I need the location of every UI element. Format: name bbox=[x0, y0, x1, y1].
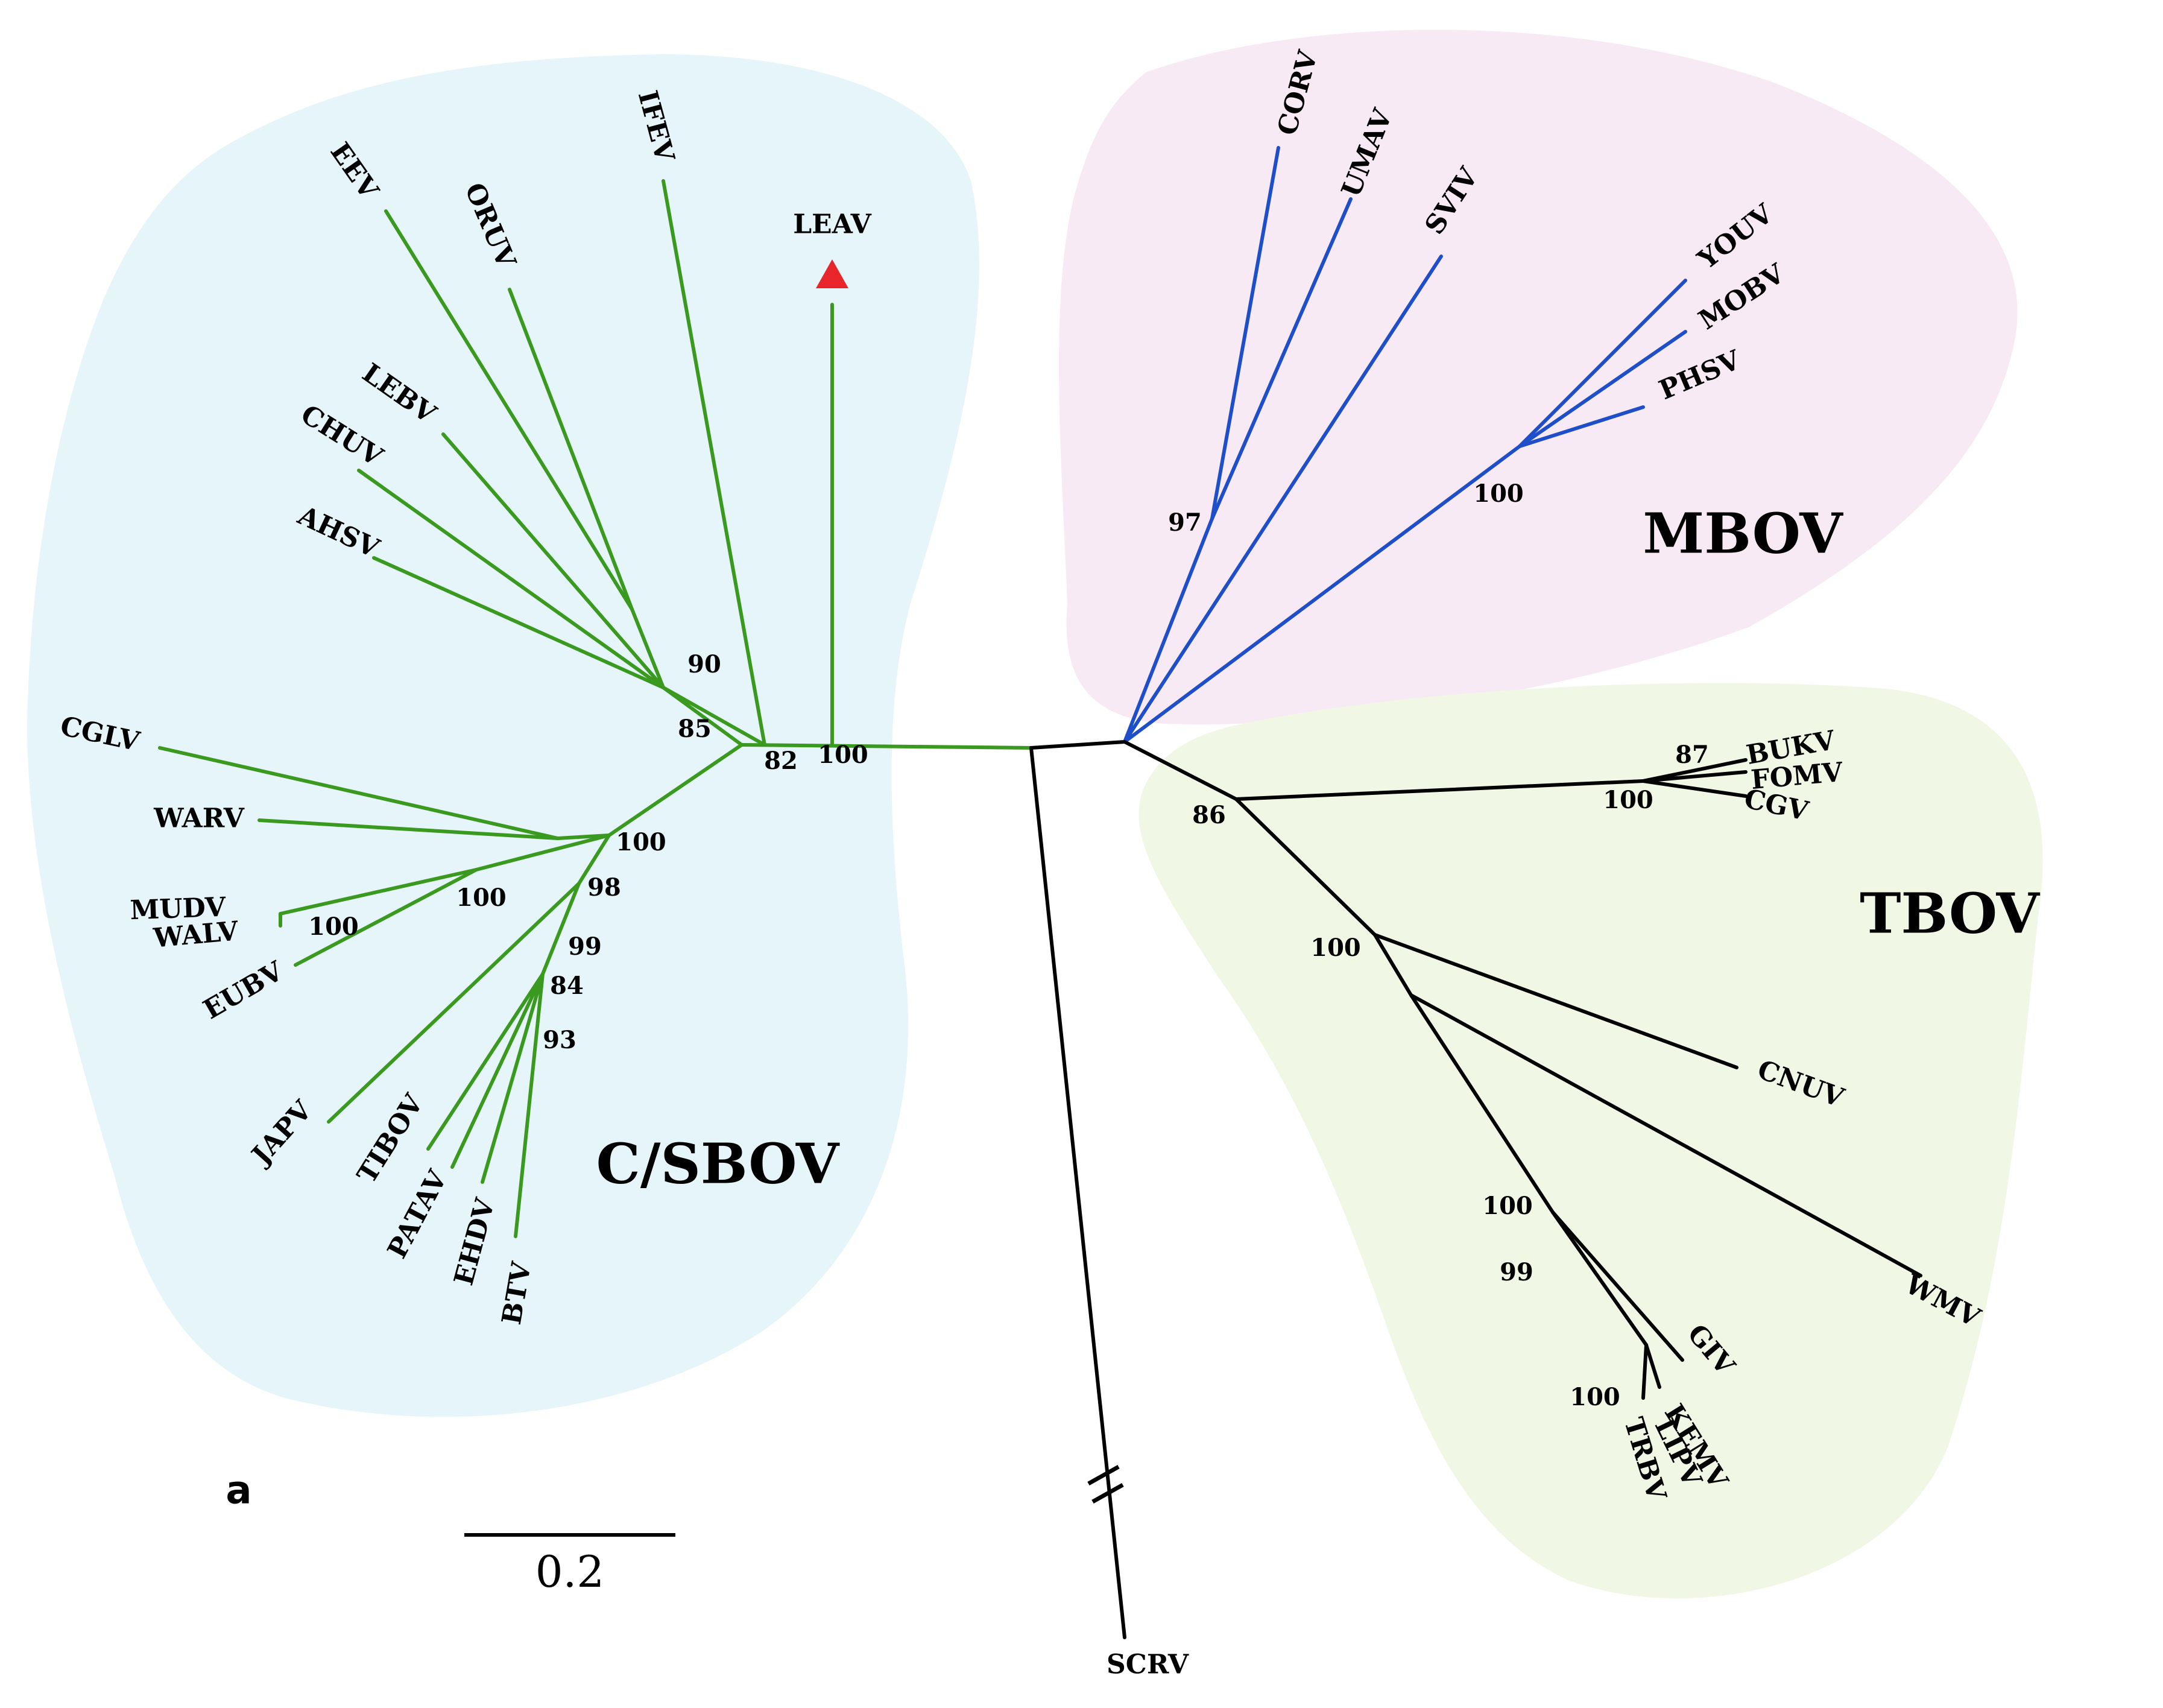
csbov-branch bbox=[372, 556, 665, 689]
tbov-branch bbox=[1551, 1210, 1648, 1347]
csbov-branch bbox=[541, 882, 581, 976]
mbov-branch bbox=[1518, 330, 1687, 448]
bootstrap-value: 100 bbox=[616, 828, 666, 856]
csbov-branch bbox=[475, 833, 611, 871]
csbov-branch bbox=[662, 179, 766, 747]
csbov-branch bbox=[662, 686, 766, 747]
csbov-branch bbox=[357, 469, 665, 689]
tbov-branch bbox=[1234, 797, 1377, 937]
branch-break-icon bbox=[1087, 1464, 1120, 1486]
bootstrap-value: 98 bbox=[587, 873, 621, 902]
tbov-branch bbox=[1409, 993, 1922, 1277]
taxon-label: WALV bbox=[151, 916, 239, 954]
bootstrap-value: 86 bbox=[1192, 801, 1226, 829]
taxon-label: WARV bbox=[153, 803, 245, 834]
csbov-branch bbox=[294, 868, 478, 967]
mbov-branch bbox=[1210, 146, 1280, 520]
csbov-branch bbox=[384, 209, 634, 611]
tbov-branch bbox=[1641, 1343, 1648, 1400]
tbov-branch bbox=[1234, 779, 1645, 801]
group-label-csbov: C/SBOV bbox=[596, 1131, 840, 1197]
tbov-branch bbox=[1373, 933, 1738, 1069]
csbov-branch bbox=[577, 833, 611, 885]
csbov-branch bbox=[508, 288, 634, 611]
tbov-region bbox=[1138, 683, 2043, 1599]
mbov-branch bbox=[1210, 197, 1353, 520]
csbov-branch bbox=[158, 746, 560, 840]
group-label-tbov: TBOV bbox=[1860, 881, 2040, 946]
taxon-label: MUDV bbox=[130, 892, 227, 926]
csbov-branch bbox=[426, 972, 545, 1151]
csbov-branch bbox=[662, 686, 744, 747]
tbov-branch bbox=[1409, 993, 1555, 1214]
bootstrap-value: 82 bbox=[764, 747, 798, 775]
bootstrap-value: 100 bbox=[456, 884, 507, 912]
csbov-branch bbox=[740, 743, 1033, 750]
csbov-branch bbox=[279, 868, 478, 916]
bootstrap-value: 100 bbox=[1473, 479, 1524, 508]
mbov-branch bbox=[1123, 517, 1214, 744]
mbov-branch bbox=[1123, 444, 1521, 744]
csbov-branch bbox=[481, 972, 545, 1184]
tbov-branch bbox=[1641, 770, 1748, 783]
mbov-region bbox=[1059, 30, 2018, 725]
scrv-branch bbox=[1029, 746, 1126, 1639]
csbov-branch bbox=[514, 972, 545, 1238]
triangle-icon bbox=[816, 259, 848, 288]
csbov-branch bbox=[607, 743, 744, 837]
backbone-branch bbox=[1029, 740, 1126, 750]
tbov-branch bbox=[1551, 1210, 1684, 1362]
tbov-branch bbox=[1373, 933, 1413, 997]
csbov-region bbox=[27, 54, 979, 1417]
bootstrap-value: 100 bbox=[1603, 786, 1653, 814]
group-label-mbov: MBOV bbox=[1643, 501, 1843, 566]
bootstrap-value: 99 bbox=[1500, 1258, 1533, 1286]
scale-bar-label: 0.2 bbox=[535, 1546, 605, 1597]
csbov-branch bbox=[327, 882, 581, 1124]
bootstrap-value: 97 bbox=[1168, 508, 1202, 537]
csbov-branch bbox=[257, 818, 560, 840]
mbov-branch bbox=[1123, 255, 1443, 744]
tbov-branch bbox=[1123, 740, 1238, 801]
bootstrap-value: 87 bbox=[1675, 741, 1709, 769]
bootstrap-value: 100 bbox=[1482, 1192, 1533, 1220]
bootstrap-value: 100 bbox=[1570, 1383, 1620, 1411]
tbov-branch bbox=[1641, 758, 1748, 783]
bootstrap-value: 93 bbox=[543, 1026, 576, 1054]
csbov-branch bbox=[630, 607, 665, 689]
tbov-branch bbox=[1641, 779, 1748, 798]
bootstrap-value: 84 bbox=[550, 972, 584, 1000]
csbov-branch bbox=[450, 972, 545, 1169]
csbov-branch bbox=[441, 432, 665, 689]
bootstrap-value: 100 bbox=[308, 913, 359, 941]
bootstrap-value: 99 bbox=[568, 932, 602, 961]
tbov-branch bbox=[1644, 1343, 1661, 1389]
branch-break-icon bbox=[1091, 1482, 1124, 1504]
highlight-taxon-label: LEAV bbox=[793, 209, 871, 240]
outgroup-label: SCRV bbox=[1107, 1649, 1189, 1680]
bootstrap-value: 100 bbox=[1310, 934, 1361, 962]
bootstrap-value: 90 bbox=[687, 650, 721, 678]
panel-label: a bbox=[226, 1469, 251, 1513]
mbov-branch bbox=[1518, 405, 1645, 448]
bootstrap-value: 85 bbox=[678, 715, 712, 743]
mbov-branch bbox=[1518, 279, 1687, 448]
bootstrap-value: 100 bbox=[818, 741, 868, 769]
